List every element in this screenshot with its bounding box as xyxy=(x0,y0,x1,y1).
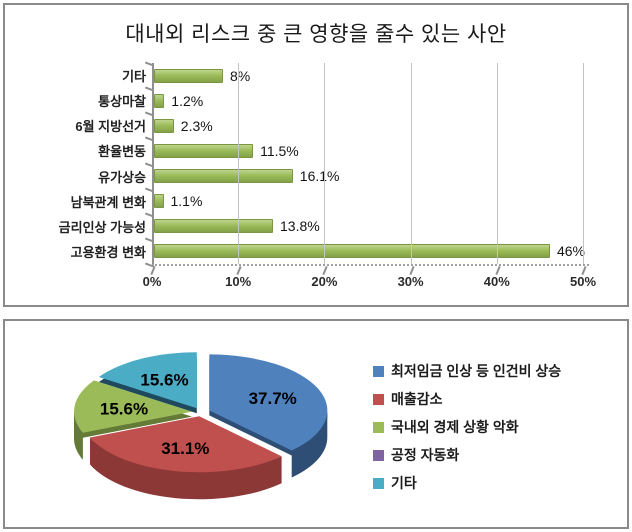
pie-slice-side xyxy=(90,437,282,500)
y-axis xyxy=(152,63,154,264)
legend-item: 최저임금 인상 등 인건비 상승 xyxy=(373,357,561,385)
legend-item: 기타 xyxy=(373,469,561,497)
category-label: 남북관계 변화 xyxy=(70,194,146,210)
x-tick-label: 20% xyxy=(311,274,338,289)
x-axis xyxy=(152,264,589,266)
bar xyxy=(154,169,293,184)
category-label: 유가상승 xyxy=(98,169,146,185)
grid-line xyxy=(410,63,412,264)
x-tick-label: 30% xyxy=(397,274,424,289)
pie-slice xyxy=(209,354,328,451)
grid-line xyxy=(583,63,584,264)
bar-value-label: 8% xyxy=(230,67,251,84)
bar-value-label: 16.1% xyxy=(299,168,340,185)
grid-line xyxy=(238,63,240,264)
pie-slice xyxy=(90,416,282,473)
pie-value-label: 15.6% xyxy=(100,399,148,418)
category-label: 6월 지방선거 xyxy=(75,119,146,135)
plot-area: 8% 1.2% 2.3% 11.5% 16.1% 1.1% 13.8% 46% xyxy=(144,61,589,276)
bar xyxy=(154,244,550,259)
bar-row: 2.3% xyxy=(154,113,585,138)
pie-slice xyxy=(74,380,192,433)
bar-value-label: 1.2% xyxy=(171,92,204,109)
legend-item: 공정 자동화 xyxy=(373,441,561,469)
bar xyxy=(154,68,223,83)
category-label: 기타 xyxy=(122,69,146,85)
bar-row: 11.5% xyxy=(154,138,585,163)
legend-swatch xyxy=(373,365,384,377)
legend-item: 국내외 경제 상황 악화 xyxy=(373,413,561,441)
pie-slice xyxy=(98,352,197,409)
legend-label: 매출감소 xyxy=(391,391,443,407)
x-tick-label: 40% xyxy=(483,274,510,289)
grid-line xyxy=(324,63,326,264)
pie-value-label: 37.7% xyxy=(249,389,297,408)
category-label: 통상마찰 xyxy=(98,94,146,110)
bar-chart-title: 대내외 리스크 중 큰 영향을 줄수 있는 사안 xyxy=(125,23,507,46)
legend-label: 국내외 경제 상황 악화 xyxy=(391,419,519,435)
legend-swatch xyxy=(373,477,384,489)
legend-item: 매출감소 xyxy=(373,385,561,413)
bar-value-label: 13.8% xyxy=(280,218,320,235)
legend-label: 공정 자동화 xyxy=(391,447,460,463)
legend-swatch xyxy=(373,449,384,461)
legend-label: 최저임금 인상 등 인건비 상승 xyxy=(391,363,562,379)
bar-value-label: 46% xyxy=(556,243,585,260)
pie-value-label: 15.6% xyxy=(140,371,188,390)
bar xyxy=(154,194,164,209)
bar-value-label: 11.5% xyxy=(260,142,299,159)
bar-row: 1.2% xyxy=(154,88,585,113)
x-axis-tick-labels: 0% 10% 20% 30% 40% 50% xyxy=(143,274,596,294)
category-label: 환율변동 xyxy=(98,144,146,160)
pie-chart: 37.7% 31.1% 15.6% 15.6% xyxy=(74,352,328,500)
pie-value-label: 31.1% xyxy=(161,439,209,458)
grid-line xyxy=(496,63,498,264)
bar-row: 1.1% xyxy=(154,189,585,214)
bar xyxy=(154,219,273,234)
bar xyxy=(154,143,254,158)
pie-walls xyxy=(74,410,328,500)
bar-row: 8% xyxy=(154,63,585,88)
x-tick-label: 0% xyxy=(142,274,162,289)
bar-row: 46% xyxy=(154,239,585,264)
category-label: 고용환경 변화 xyxy=(70,244,146,260)
bar-value-label: 1.1% xyxy=(170,193,203,210)
bar-rows: 8% 1.2% 2.3% 11.5% 16.1% 1.1% 13.8% 46% xyxy=(154,63,585,264)
legend-label: 기타 xyxy=(391,475,417,491)
x-tick-label: 10% xyxy=(225,274,252,289)
bar-row: 16.1% xyxy=(154,164,585,189)
legend-swatch xyxy=(373,393,384,405)
pie-tops xyxy=(74,352,328,473)
pie-slice-side xyxy=(74,411,83,460)
pie-labels: 37.7% 31.1% 15.6% 15.6% xyxy=(100,371,297,458)
bar-row: 13.8% xyxy=(154,214,585,239)
bar xyxy=(154,118,174,133)
bar xyxy=(154,93,165,108)
x-tick-label: 50% xyxy=(569,274,597,289)
legend-swatch xyxy=(373,421,384,433)
category-label: 금리인상 가능성 xyxy=(58,219,146,235)
pie-slice-side xyxy=(291,410,328,478)
bar-value-label: 2.3% xyxy=(180,117,213,134)
